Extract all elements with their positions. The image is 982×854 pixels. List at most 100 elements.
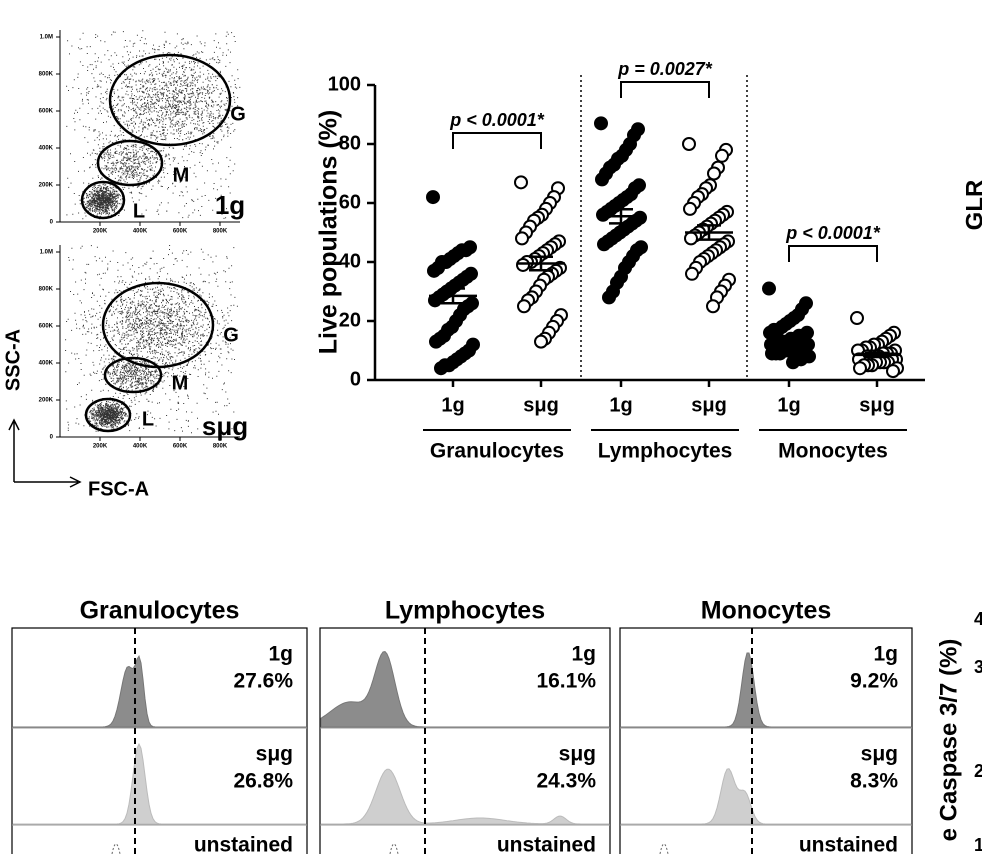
row-label: 1g: [268, 643, 293, 666]
y-tick-label: 1.0M: [40, 250, 53, 256]
data-point: [515, 231, 529, 246]
data-point: [426, 190, 440, 205]
y-tick-label: 1.0M: [40, 35, 53, 41]
x-tick-label: 800K: [213, 444, 228, 450]
data-point: [427, 263, 441, 278]
group-label: Granulocytes: [430, 440, 564, 463]
y-tick-label: 20: [339, 309, 361, 331]
data-point: [595, 172, 609, 187]
data-point: [853, 361, 867, 376]
y-tick-label: 600K: [39, 324, 54, 330]
data-point: [534, 334, 548, 349]
histogram-title: Monocytes: [701, 597, 832, 625]
y-tick-label: 80: [339, 132, 361, 154]
histogram-frame: [319, 627, 611, 854]
event-dots: [65, 245, 238, 434]
data-point: [596, 207, 610, 222]
histogram: [320, 651, 609, 728]
cropped-tick: 4: [974, 609, 982, 629]
cropped-fragments: GLR e Caspase 3/7 (%) 4 3 2 1: [935, 180, 982, 854]
data-point: [707, 166, 721, 181]
row-value: 16.1%: [536, 670, 596, 693]
y-tick-label: 200K: [39, 183, 54, 189]
mean-sem-bar: [853, 351, 901, 359]
y-tick-label: 0: [50, 435, 54, 441]
y-tick-label: 200K: [39, 398, 54, 404]
row-label: sμg: [559, 743, 596, 766]
row-value: 24.3%: [536, 770, 596, 793]
plot-label: 1g: [215, 190, 245, 220]
gate-label: L: [133, 200, 145, 222]
x-tick-label: 800K: [213, 229, 228, 235]
mean-sem-bar: [765, 337, 813, 346]
data-point: [429, 334, 443, 349]
cropped-tick: 2: [974, 761, 982, 781]
data-point: [517, 299, 531, 314]
row-label: unstained: [799, 834, 898, 854]
sig-bracket: [788, 245, 878, 262]
x-tick-label: 200K: [93, 444, 108, 450]
histogram-frame: [11, 627, 308, 854]
data-point: [682, 137, 696, 151]
row-label: unstained: [194, 834, 293, 854]
event-dots: [66, 30, 241, 220]
data-point: [850, 311, 864, 326]
row-label: sμg: [256, 743, 293, 766]
strip-chart: 0 20 40 60 80 100 Live populations (%) 1g sμg 1g s…: [315, 59, 925, 463]
row-value: 9.2%: [850, 670, 898, 693]
histogram-unstained: [659, 843, 669, 854]
axis-arrow: [8, 418, 82, 488]
x-tick-label: 1g: [441, 394, 464, 416]
data-point: [765, 346, 779, 361]
mean-sem-bar: [685, 224, 733, 241]
histogram: [13, 742, 306, 825]
x-tick-label: 600K: [173, 444, 188, 450]
cropped-axis-label: e Caspase 3/7 (%): [935, 639, 962, 842]
p-value: p < 0.0001*: [785, 223, 881, 243]
gate-label: M: [173, 164, 190, 186]
row-label: unstained: [497, 834, 596, 854]
sig-bracket: [620, 81, 710, 98]
histogram: [321, 768, 609, 825]
x-tick-label: 1g: [777, 394, 800, 416]
sig-bracket: [452, 132, 542, 149]
x-tick-label: 400K: [133, 229, 148, 235]
cropped-tick: 3: [974, 657, 982, 677]
data-point: [715, 148, 729, 163]
x-tick-label: 400K: [133, 444, 148, 450]
x-axis-label: FSC-A: [88, 478, 149, 500]
gate: [80, 180, 126, 220]
row-label: 1g: [873, 643, 898, 666]
y-tick-label: 600K: [39, 109, 54, 115]
x-tick-label: 200K: [93, 229, 108, 235]
x-tick-label: sμg: [691, 394, 727, 416]
data-point: [516, 257, 530, 272]
row-value: 26.8%: [233, 770, 293, 793]
histogram: [13, 655, 306, 728]
y-tick-label: 400K: [39, 146, 54, 152]
cropped-tick: 1: [974, 835, 982, 854]
gate: [96, 139, 164, 187]
mean-sem-bar: [517, 255, 565, 272]
histogram-unstained: [389, 843, 399, 854]
data-point: [762, 281, 776, 296]
y-axis-label: SSC-A: [2, 329, 24, 391]
gate-label: G: [223, 324, 239, 346]
group-label: Lymphocytes: [598, 440, 733, 463]
row-label: 1g: [571, 643, 596, 666]
y-tick-label: 800K: [39, 287, 54, 293]
y-tick-label: 400K: [39, 361, 54, 367]
x-tick-label: 1g: [609, 394, 632, 416]
y-tick-label: 60: [339, 191, 361, 213]
data-point: [786, 355, 800, 370]
y-tick-label: 100: [328, 73, 361, 95]
p-value: p < 0.0001*: [449, 110, 545, 130]
y-tick-label: 0: [350, 368, 361, 390]
histogram-title: Granulocytes: [80, 597, 240, 625]
x-tick-label: sμg: [859, 394, 895, 416]
x-tick-label: 600K: [173, 229, 188, 235]
row-label: sμg: [861, 743, 898, 766]
y-tick-label: 800K: [39, 72, 54, 78]
gating-panel: 0 200K 400K 600K 800K 1.0M 200K 400K 600K 800K G M L…: [2, 30, 248, 500]
